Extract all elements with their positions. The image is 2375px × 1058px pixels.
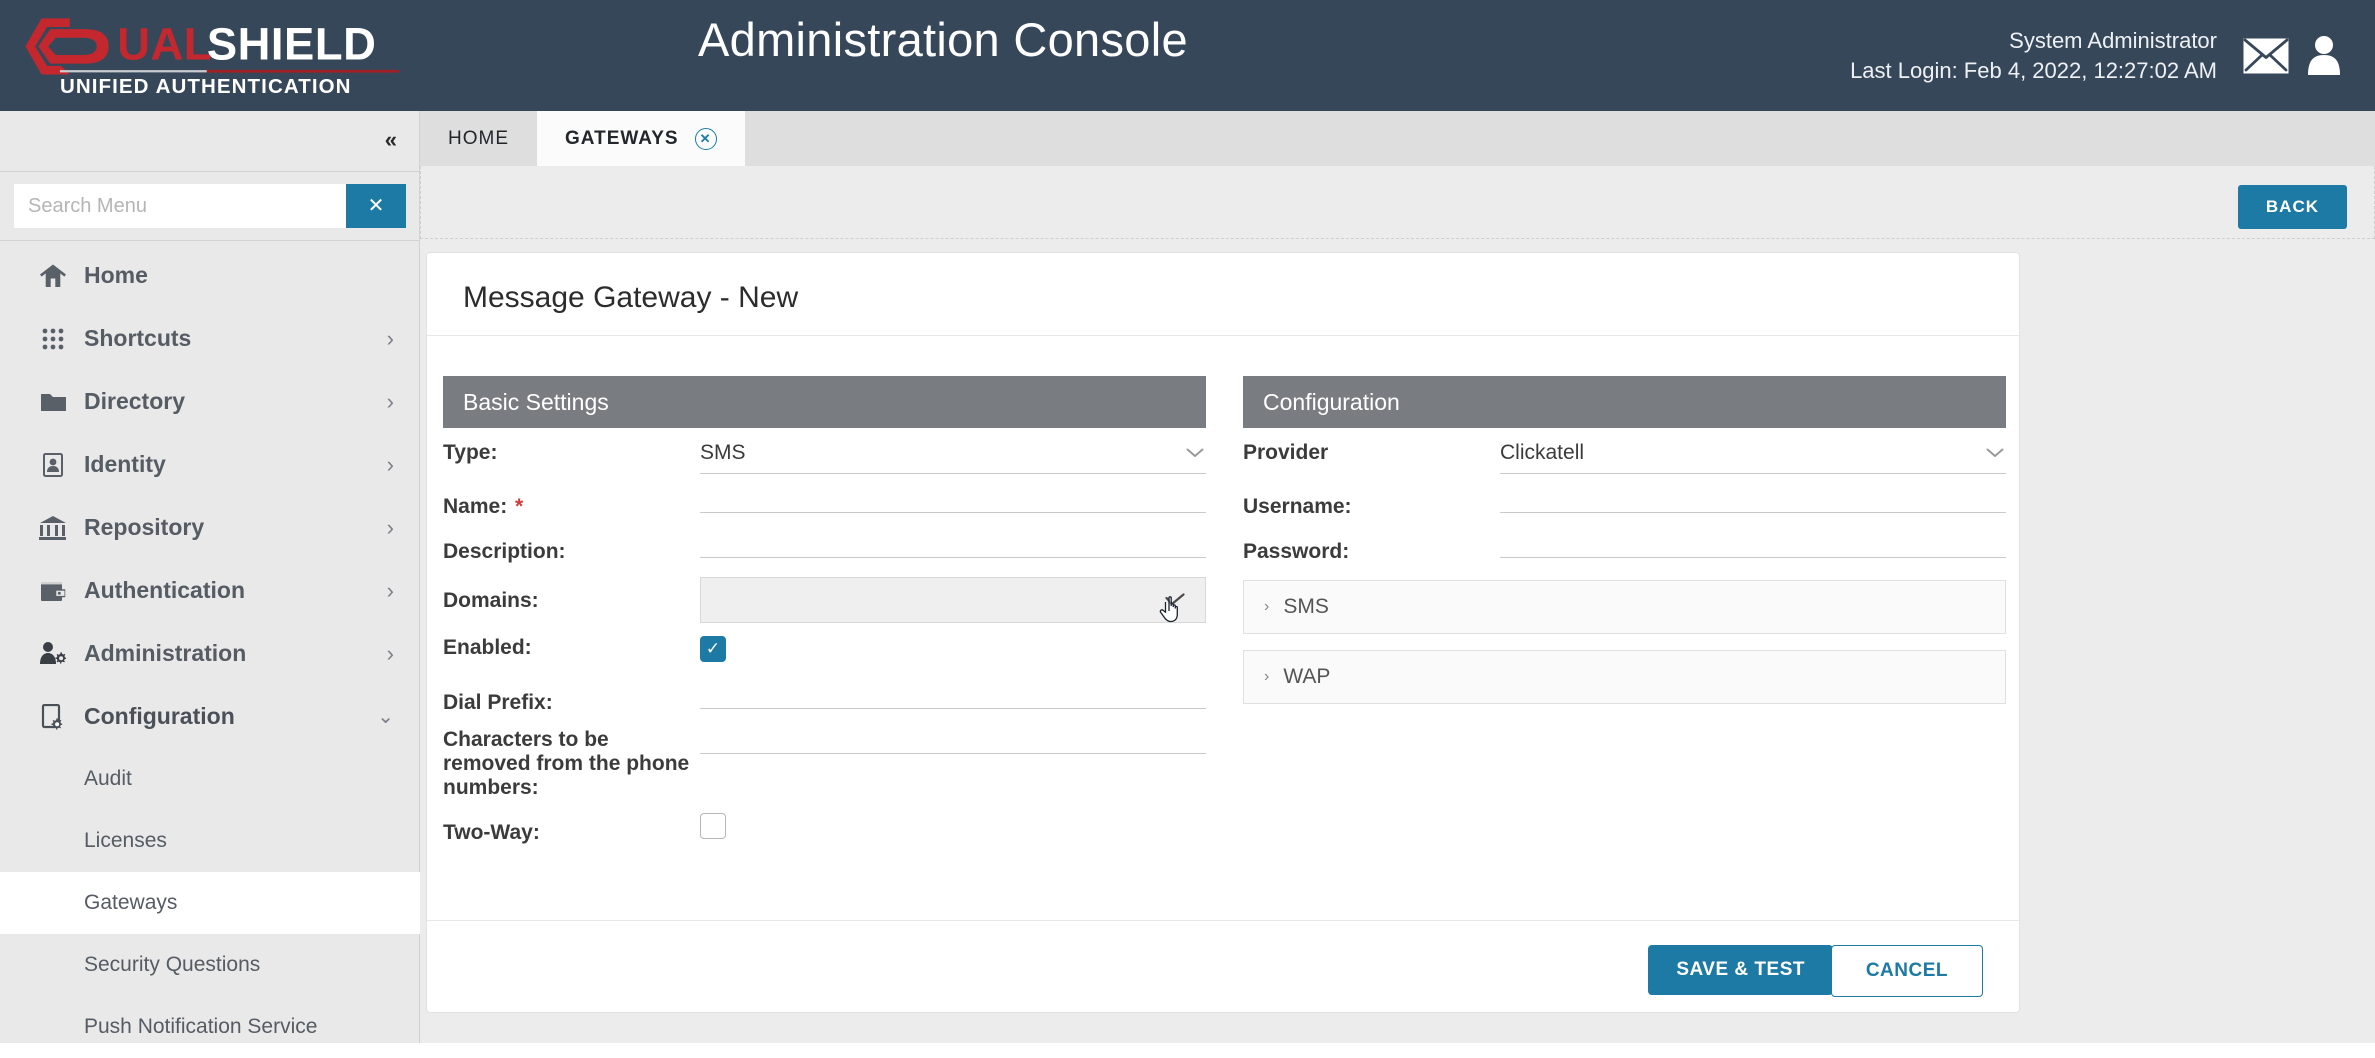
svg-text:UAL: UAL [117, 18, 212, 69]
svg-text:UNIFIED AUTHENTICATION: UNIFIED AUTHENTICATION [60, 75, 352, 98]
svg-text:SHIELD: SHIELD [207, 18, 377, 69]
